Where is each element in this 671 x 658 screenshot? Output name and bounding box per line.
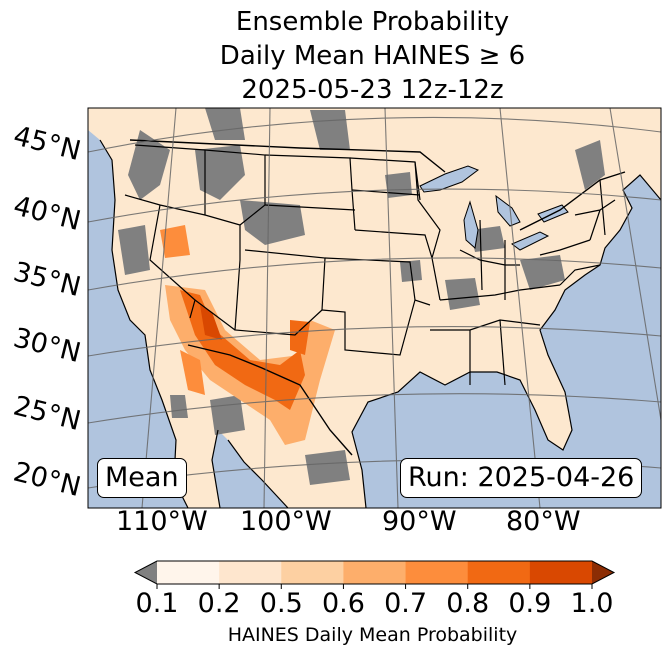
- lon-label-110: 110°W: [116, 506, 208, 537]
- colorbar-label: HAINES Daily Mean Probability: [227, 624, 518, 646]
- missing-area: [118, 225, 150, 275]
- probability-shading: [118, 108, 605, 485]
- coastline: [99, 139, 661, 508]
- probability-area: [160, 225, 190, 258]
- colorbar-segment: [281, 561, 344, 584]
- run-date-box: Run: 2025-04-26: [400, 458, 643, 498]
- title-line-3: 2025-05-23 12z-12z: [241, 75, 504, 105]
- mean-label-box: Mean: [97, 458, 187, 498]
- missing-area: [170, 395, 188, 418]
- missing-area: [520, 255, 565, 290]
- colorbar-segment: [405, 561, 469, 584]
- missing-area: [385, 172, 412, 198]
- colorbar-tick-label: 0.2: [197, 588, 241, 619]
- lon-label-90: 90°W: [382, 506, 457, 537]
- country-borders: [129, 139, 626, 456]
- title-line-2: Daily Mean HAINES ≥ 6: [219, 41, 526, 71]
- probability-area: [200, 305, 222, 340]
- colorbar-segment: [529, 561, 593, 584]
- lon-label-80: 80°W: [506, 506, 581, 537]
- colorbar-tick-label: 0.8: [446, 588, 490, 619]
- colorbar-tick-label: 1.0: [570, 588, 614, 619]
- missing-area: [205, 108, 245, 140]
- state-borders: [124, 144, 616, 386]
- missing-area: [575, 140, 605, 190]
- colorbar-under-arrow: [135, 561, 157, 584]
- missing-area: [210, 395, 245, 435]
- colorbar-tick-label: 0.1: [135, 588, 179, 619]
- colorbar-segment: [219, 561, 282, 584]
- missing-area: [305, 450, 350, 485]
- probability-area: [180, 290, 305, 410]
- colorbar: [133, 560, 616, 589]
- missing-area: [470, 226, 505, 252]
- probability-area: [290, 320, 310, 355]
- missing-area: [445, 278, 480, 310]
- colorbar-tick-label: 0.9: [508, 588, 552, 619]
- colorbar-segment: [343, 561, 407, 584]
- colorbar-tick-label: 0.5: [259, 588, 303, 619]
- colorbar-segment: [467, 561, 531, 584]
- missing-area: [195, 145, 245, 200]
- colorbar-segment: [157, 561, 220, 584]
- map-frame: [87, 107, 662, 509]
- title-line-1: Ensemble Probability: [235, 7, 510, 37]
- probability-area: [180, 350, 205, 395]
- missing-area: [128, 130, 170, 200]
- colorbar-over-arrow: [592, 561, 614, 584]
- lon-label-100: 100°W: [240, 506, 332, 537]
- colorbar-tick-label: 0.7: [384, 588, 428, 619]
- colorbar-tick-label: 0.6: [321, 588, 365, 619]
